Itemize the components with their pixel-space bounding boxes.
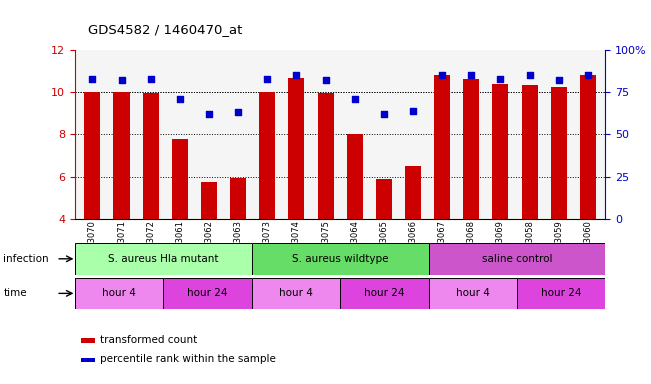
Bar (143, 93, 159, 219)
Bar (464, 79, 479, 219)
Point (495, 76, 506, 82)
Text: transformed count: transformed count (100, 335, 197, 345)
Point (350, 96, 360, 102)
Bar (434, 75, 450, 219)
Point (525, 72, 535, 78)
Text: GDS4582 / 1460470_at: GDS4582 / 1460470_at (88, 23, 242, 36)
Text: saline control: saline control (482, 254, 552, 264)
Text: hour 4: hour 4 (102, 288, 136, 298)
Bar (580, 75, 596, 219)
Text: infection: infection (3, 254, 49, 264)
Text: time: time (3, 288, 27, 298)
Point (583, 72, 593, 78)
Point (174, 96, 185, 102)
Bar (347, 134, 363, 219)
Point (117, 77, 127, 83)
Text: hour 4: hour 4 (279, 288, 313, 298)
Point (204, 111, 214, 117)
Bar (288, 78, 305, 219)
Point (291, 72, 301, 78)
Point (145, 76, 156, 82)
Point (87, 76, 98, 82)
Bar (230, 178, 246, 219)
Point (466, 72, 477, 78)
Bar (201, 182, 217, 219)
Text: hour 24: hour 24 (541, 288, 581, 298)
Bar (318, 93, 333, 219)
Point (262, 76, 273, 82)
Bar (259, 92, 275, 219)
Bar (551, 87, 567, 219)
Text: S. aureus wildtype: S. aureus wildtype (292, 254, 389, 264)
Text: hour 4: hour 4 (456, 288, 490, 298)
Bar (172, 139, 188, 219)
Text: S. aureus Hla mutant: S. aureus Hla mutant (108, 254, 219, 264)
Bar (113, 92, 130, 219)
Bar (85, 92, 100, 219)
Point (553, 77, 564, 83)
Text: hour 24: hour 24 (364, 288, 405, 298)
Point (233, 109, 243, 116)
Point (320, 77, 331, 83)
Bar (376, 179, 392, 219)
Point (379, 111, 389, 117)
Text: hour 24: hour 24 (187, 288, 228, 298)
Bar (405, 166, 421, 219)
Bar (492, 84, 508, 219)
Point (408, 108, 418, 114)
Text: percentile rank within the sample: percentile rank within the sample (100, 354, 276, 364)
Bar (521, 85, 538, 219)
Point (437, 72, 447, 78)
